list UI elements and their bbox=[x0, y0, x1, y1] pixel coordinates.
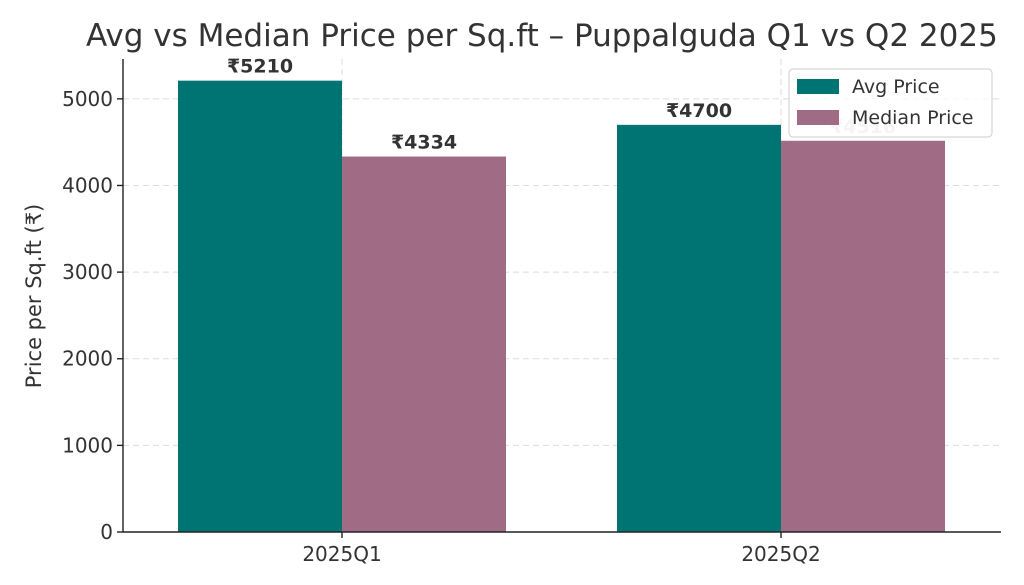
legend: Avg Price Median Price bbox=[788, 68, 993, 138]
bar-avg-price-2025q2 bbox=[617, 124, 781, 532]
legend-label-avg-price: Avg Price bbox=[852, 76, 940, 98]
bar-avg-price-2025q1 bbox=[178, 80, 342, 533]
bars-layer bbox=[178, 80, 945, 533]
axes-layer bbox=[117, 59, 1001, 538]
y-tick-label: 4000 bbox=[62, 173, 113, 197]
legend-frame bbox=[788, 68, 993, 138]
bar-median-price-2025q2 bbox=[781, 140, 945, 532]
legend-swatch-median-price bbox=[797, 110, 839, 125]
data-label: ₹4700 bbox=[666, 100, 732, 122]
x-tick-label: 2025Q2 bbox=[741, 542, 820, 566]
y-tick-label: 0 bbox=[100, 520, 113, 544]
data-label: ₹5210 bbox=[227, 56, 293, 78]
legend-label-median-price: Median Price bbox=[852, 107, 974, 129]
y-axis-label: Price per Sq.ft (₹) bbox=[22, 204, 46, 388]
x-tick-label: 2025Q1 bbox=[302, 542, 381, 566]
data-label: ₹4334 bbox=[391, 132, 457, 154]
bar-median-price-2025q1 bbox=[342, 156, 506, 533]
y-tick-label: 3000 bbox=[62, 260, 113, 284]
y-tick-label: 2000 bbox=[62, 347, 113, 371]
y-tick-label: 1000 bbox=[62, 433, 113, 457]
legend-swatch-avg-price bbox=[797, 79, 839, 94]
chart-title: Avg vs Median Price per Sq.ft – Puppalgu… bbox=[86, 18, 998, 54]
y-tick-label: 5000 bbox=[62, 87, 113, 111]
